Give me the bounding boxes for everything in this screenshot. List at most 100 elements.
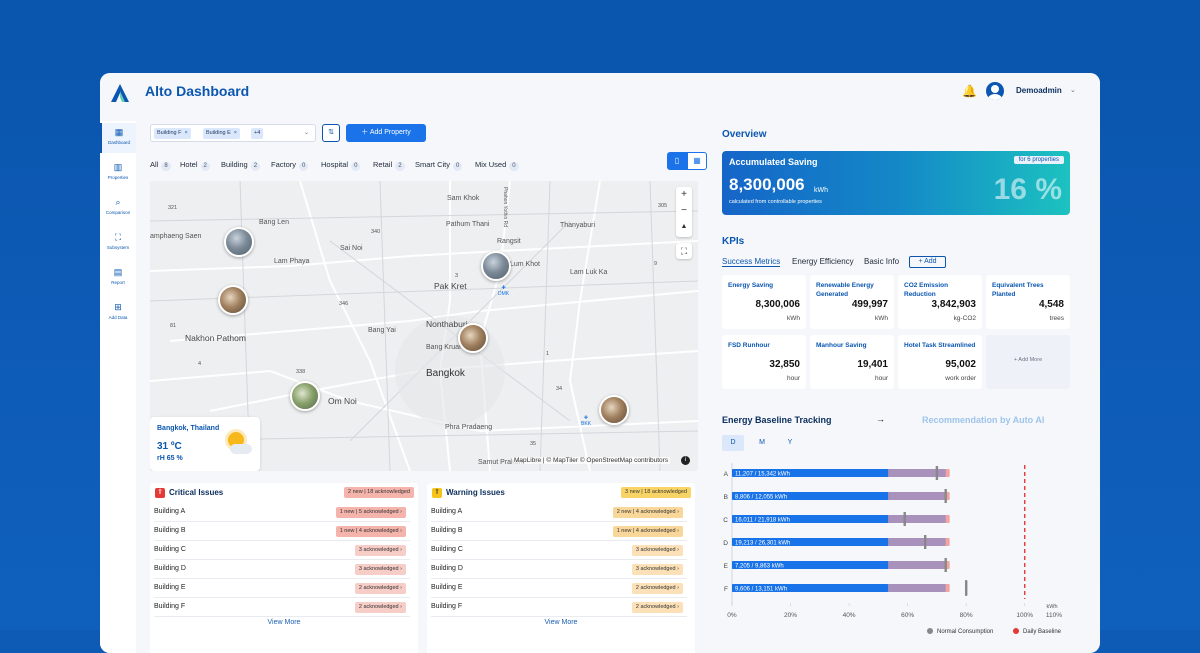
sidebar-item-subsystem[interactable]: ⛶ Subsystem: [100, 228, 136, 258]
add-more-kpi-card[interactable]: + Add More: [986, 335, 1070, 389]
property-pin[interactable]: [224, 227, 254, 257]
issue-row[interactable]: Building A 1 new | 5 acknowledged ›: [154, 503, 410, 522]
chevron-down-icon[interactable]: ⌄: [303, 130, 309, 136]
sidebar-item-report[interactable]: ▤ Report: [100, 263, 136, 293]
issue-status-pill[interactable]: 2 acknowledged ›: [354, 583, 406, 594]
issue-row[interactable]: Building E 2 acknowledged ›: [154, 579, 410, 598]
kpi-card[interactable]: Manhour Saving 19,401 hour: [810, 335, 894, 389]
tab-success-metrics[interactable]: Success Metrics: [722, 257, 781, 267]
tab-basic-info[interactable]: Basic Info: [864, 257, 900, 266]
view-more-link[interactable]: View More: [544, 619, 578, 626]
fullscreen-button[interactable]: ⛶: [676, 243, 692, 259]
kpi-card[interactable]: CO2 Emission Reduction 3,842,903 kg-CO2: [898, 275, 982, 329]
issue-row[interactable]: Building E 2 acknowledged ›: [431, 579, 687, 598]
add-kpi-button[interactable]: + Add: [909, 256, 946, 268]
issue-row[interactable]: Building B 1 new | 4 acknowledged ›: [431, 522, 687, 541]
route-number: 305: [658, 203, 668, 209]
property-map[interactable]: Sam Khok Pathum Thani Thanyaburi Bang Le…: [150, 181, 698, 471]
view-more-link[interactable]: View More: [267, 619, 301, 626]
filter-chip[interactable]: Building F ×: [154, 128, 191, 139]
filter-more-chip[interactable]: +4: [251, 128, 264, 139]
avatar[interactable]: [986, 82, 1004, 100]
route-number: 9: [654, 261, 658, 267]
property-pin[interactable]: [290, 381, 320, 411]
issue-status-pill[interactable]: 1 new | 5 acknowledged ›: [335, 507, 406, 518]
kpi-card[interactable]: Energy Saving 8,300,006 kWh: [722, 275, 806, 329]
sidebar-item-dashboard[interactable]: ▦ Dashboard: [100, 123, 136, 153]
tab-smart-city[interactable]: Smart City 0: [415, 159, 463, 171]
property-pin[interactable]: [218, 285, 248, 315]
issue-row[interactable]: Building F 2 acknowledged ›: [431, 598, 687, 617]
issue-status-pill[interactable]: 3 acknowledged ›: [631, 545, 683, 556]
sort-button[interactable]: ⇅: [322, 124, 340, 142]
close-icon[interactable]: ×: [233, 130, 237, 136]
issue-status-pill[interactable]: 2 new | 4 acknowledged ›: [612, 507, 683, 518]
building-name: Building C: [154, 546, 186, 553]
zoom-out-button[interactable]: −: [681, 205, 687, 216]
consumption-overlay: [732, 492, 946, 500]
filter-chip[interactable]: Building E ×: [203, 128, 240, 139]
info-icon[interactable]: i: [681, 456, 690, 465]
issue-status-pill[interactable]: 3 acknowledged ›: [354, 564, 406, 575]
pin-tag: ✚ DMK: [498, 285, 510, 297]
bell-icon[interactable]: 🔔: [962, 84, 977, 98]
arrow-right-icon[interactable]: →: [876, 414, 885, 424]
status-text: 2 acknowledged: [358, 585, 399, 591]
issue-row[interactable]: Building F 2 acknowledged ›: [154, 598, 410, 617]
tab-all[interactable]: All 8: [150, 159, 171, 171]
period-day-button[interactable]: D: [722, 435, 744, 451]
sidebar-item-properties[interactable]: ▥ Properties: [100, 158, 136, 188]
close-icon[interactable]: ×: [184, 130, 188, 136]
tab-hotel[interactable]: Hotel 2: [180, 159, 210, 171]
issue-row[interactable]: Building C 3 acknowledged ›: [431, 541, 687, 560]
issue-row[interactable]: Building A 2 new | 4 acknowledged ›: [431, 503, 687, 522]
pin-tag: ✚ BKK: [581, 415, 592, 427]
issue-row[interactable]: Building C 3 acknowledged ›: [154, 541, 410, 560]
kpi-card[interactable]: Renewable Energy Generated 499,997 kWh: [810, 275, 894, 329]
map-label: Bang Len: [259, 219, 289, 226]
tab-hospital[interactable]: Hospital 0: [321, 159, 361, 171]
kpi-card[interactable]: FSD Runhour 32,850 hour: [722, 335, 806, 389]
chip-label: Building E: [206, 130, 231, 136]
chevron-right-icon: ›: [675, 528, 679, 534]
issue-status-pill[interactable]: 1 new | 4 acknowledged ›: [612, 526, 683, 537]
add-property-button[interactable]: ＋ Add Property: [346, 124, 426, 142]
map-label: Nonthaburi: [426, 319, 468, 329]
property-pin[interactable]: [481, 251, 511, 281]
period-year-button[interactable]: Y: [787, 439, 793, 446]
map-label: Lam Phaya: [274, 258, 310, 265]
kpi-card[interactable]: Equivalent Trees Planted 4,548 trees: [986, 275, 1070, 329]
zoom-control: + − ▲: [676, 187, 692, 237]
issue-status-pill[interactable]: 1 new | 4 acknowledged ›: [335, 526, 406, 537]
period-month-button[interactable]: M: [759, 439, 765, 446]
issue-row[interactable]: Building D 3 acknowledged ›: [154, 560, 410, 579]
sidebar-item-add-data[interactable]: ⊞ Add Data: [100, 298, 136, 328]
compass-button[interactable]: ▲: [680, 223, 688, 230]
tab-factory[interactable]: Factory 0: [271, 159, 309, 171]
property-filter[interactable]: Building F × Building E × +4 ⌄: [150, 124, 316, 142]
map-attribution[interactable]: MapLibre | © MapTiler © OpenStreetMap co…: [512, 457, 671, 464]
grid-view-button[interactable]: ▦: [687, 152, 707, 170]
issue-status-pill[interactable]: 3 acknowledged ›: [354, 545, 406, 556]
property-pin[interactable]: [599, 395, 629, 425]
sidebar-item-comparison[interactable]: ⌕ Comparison: [100, 193, 136, 223]
kpi-card[interactable]: Hotel Task Streamlined 95,002 work order: [898, 335, 982, 389]
issue-status-pill[interactable]: 2 acknowledged ›: [631, 583, 683, 594]
issue-status-pill[interactable]: 2 acknowledged ›: [354, 602, 406, 613]
map-view-button[interactable]: ▯: [667, 152, 687, 170]
tab-mix-used[interactable]: Mix Used 0: [475, 159, 519, 171]
issue-row[interactable]: Building D 3 acknowledged ›: [431, 560, 687, 579]
data-label: 16,011 / 21,918 kWh: [735, 518, 790, 524]
property-pin[interactable]: [458, 323, 488, 353]
zoom-in-button[interactable]: +: [681, 189, 687, 200]
username[interactable]: Demoadmin: [1016, 86, 1062, 95]
issue-row[interactable]: Building B 1 new | 4 acknowledged ›: [154, 522, 410, 541]
issue-status-pill[interactable]: 3 acknowledged ›: [631, 564, 683, 575]
tab-building[interactable]: Building 2: [221, 159, 261, 171]
tab-retail[interactable]: Retail 2: [373, 159, 405, 171]
chevron-down-icon[interactable]: ⌄: [1070, 87, 1076, 94]
recommendation-title[interactable]: Recommendation by Auto AI: [922, 415, 1045, 425]
issue-status-pill[interactable]: 2 acknowledged ›: [631, 602, 683, 613]
consumption-bar: [732, 492, 889, 500]
tab-energy-efficiency[interactable]: Energy Efficiency: [792, 257, 854, 266]
